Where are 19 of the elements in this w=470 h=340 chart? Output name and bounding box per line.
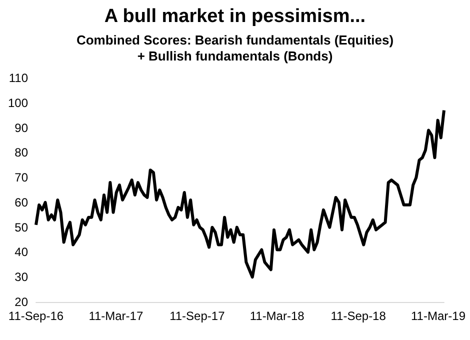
x-tick-label: 11-Sep-18: [330, 309, 386, 323]
y-tick-label: 20: [14, 295, 28, 309]
y-tick-label: 100: [8, 96, 28, 110]
y-tick-label: 40: [14, 245, 28, 260]
y-tick-label: 60: [14, 195, 28, 210]
chart-subtitle: Combined Scores: Bearish fundamentals (Equities) + Bullish fundamentals (Bonds): [76, 32, 394, 64]
y-tick-label: 30: [14, 270, 28, 284]
x-tick-label: 11-Sep-17: [170, 309, 226, 323]
y-tick-label: 70: [14, 170, 28, 185]
line-series: [34, 108, 446, 279]
chart-title: A bull market in pessimism...: [104, 6, 366, 27]
y-tick-label: 110: [8, 71, 28, 85]
x-tick-label: 11-Sep-16: [8, 309, 64, 323]
y-tick-label: 80: [14, 146, 28, 160]
x-tick-label: 11-Mar-17: [88, 309, 144, 323]
y-tick-label: 50: [14, 220, 28, 234]
y-tick-label: 90: [14, 120, 28, 135]
x-tick-label: 11-Mar-19: [411, 309, 466, 323]
x-tick-label: 11-Mar-18: [250, 309, 305, 323]
